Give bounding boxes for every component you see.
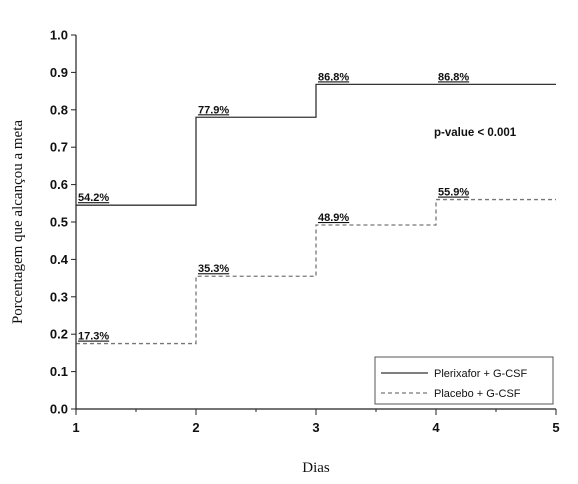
- legend-label-plerixafor: Plerixafor + G-CSF: [434, 368, 527, 380]
- data-label: 17.3%: [78, 331, 109, 343]
- p-value-annotation: p-value < 0.001: [434, 127, 517, 139]
- data-labels: 54.2% 77.9% 86.8% 86.8% 17.3% 35.3% 48.9% 55.9%: [78, 71, 469, 342]
- y-tick-label: 0.9: [50, 65, 68, 80]
- y-tick-label: 0.0: [50, 402, 68, 417]
- series-line-plerixafor: [76, 83, 556, 206]
- x-tick-label: 5: [552, 420, 559, 435]
- legend: Plerixafor + G-CSF Placebo + G-CSF: [374, 356, 554, 405]
- series-layer: [76, 83, 556, 345]
- y-tick-label: 0.6: [50, 177, 68, 192]
- y-tick-label: 0.5: [50, 215, 68, 230]
- x-tick-label: 4: [432, 420, 440, 435]
- data-label: 86.8%: [318, 71, 349, 83]
- data-label: 77.9%: [198, 104, 229, 116]
- data-label: 55.9%: [438, 187, 469, 199]
- legend-label-placebo: Placebo + G-CSF: [434, 388, 521, 400]
- y-tick-label: 0.1: [50, 364, 68, 379]
- y-tick-label: 1.0: [50, 28, 68, 43]
- legend-box: [374, 356, 554, 405]
- y-axis-title: Porcentagem que alcançou a meta: [10, 120, 26, 324]
- y-tick-label: 0.2: [50, 327, 68, 342]
- data-label: 86.8%: [438, 71, 469, 83]
- x-axis-ticks: 1 2 3 4 5: [72, 409, 560, 435]
- x-tick-label: 3: [312, 420, 319, 435]
- series-line-placebo: [76, 198, 556, 345]
- y-axis-ticks: 0.0 0.1 0.2 0.3 0.4 0.5 0.6 0.7 0.8 0.9 1.0: [50, 28, 76, 417]
- y-tick-label: 0.8: [50, 102, 68, 117]
- y-tick-label: 0.4: [50, 252, 69, 267]
- x-tick-label: 2: [192, 420, 199, 435]
- data-label: 48.9%: [318, 212, 349, 224]
- x-tick-label: 1: [72, 420, 79, 435]
- data-label: 35.3%: [198, 263, 229, 275]
- y-tick-label: 0.7: [50, 140, 68, 155]
- x-axis-title: Dias: [302, 460, 330, 476]
- data-label: 54.2%: [78, 192, 109, 204]
- y-tick-label: 0.3: [50, 289, 68, 304]
